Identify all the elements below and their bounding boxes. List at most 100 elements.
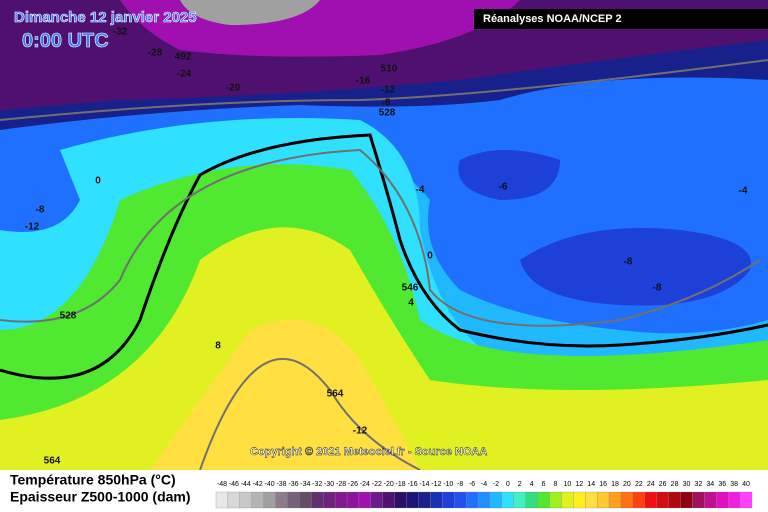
scale-swatch <box>597 491 610 509</box>
scale-swatch <box>537 491 550 509</box>
contour-label: -20 <box>226 83 241 94</box>
scale-swatch <box>668 491 681 509</box>
scale-label: 6 <box>542 481 546 488</box>
scale-label: -34 <box>300 481 310 488</box>
contour-label: 4 <box>408 298 414 309</box>
contour-label: -28 <box>148 48 163 59</box>
scale-label: -30 <box>324 481 334 488</box>
arctic-core-grey <box>180 0 320 25</box>
scale-label: 8 <box>554 481 558 488</box>
scale-swatch <box>573 491 586 509</box>
contour-label: -12 <box>353 426 368 437</box>
scale-label: 10 <box>563 481 571 488</box>
scale-swatch <box>323 491 336 509</box>
scale-swatch <box>430 491 443 509</box>
scale-swatch <box>275 491 288 509</box>
thickness-lines <box>0 59 768 471</box>
scale-swatch <box>549 491 562 509</box>
scale-label: -48 <box>217 481 227 488</box>
scale-label: 24 <box>647 481 655 488</box>
contour-label: -24 <box>177 69 192 80</box>
scale-label: 38 <box>730 481 738 488</box>
scale-label: 14 <box>587 481 595 488</box>
scale-label: 12 <box>575 481 583 488</box>
scale-swatch <box>227 491 240 509</box>
scale-swatch <box>513 491 526 509</box>
scale-label: -16 <box>407 481 417 488</box>
scale-swatch <box>287 491 300 509</box>
source: Réanalyses NOAA/NCEP 2 <box>483 13 622 25</box>
scale-label: -36 <box>288 481 298 488</box>
scale-label: 18 <box>611 481 619 488</box>
scale-swatch <box>561 491 574 509</box>
scale-swatch <box>608 491 622 509</box>
scale-swatch <box>382 491 395 509</box>
scale-label: 28 <box>671 481 679 488</box>
scale-label: -38 <box>276 481 286 488</box>
contour-label: -8 <box>382 98 391 109</box>
scale-label: -4 <box>481 481 487 488</box>
scale-label: 26 <box>659 481 667 488</box>
legend-thickness: Epaisseur Z500-1000 (dam) <box>10 489 191 505</box>
scale-swatch <box>644 491 657 509</box>
scale-label: -26 <box>348 481 358 488</box>
scale-swatch <box>358 491 371 509</box>
date: Dimanche 12 janvier 2025 <box>14 9 197 26</box>
scale-label: -32 <box>312 481 322 488</box>
scale-swatch <box>299 491 312 509</box>
source-banner <box>474 9 768 29</box>
scale-swatch <box>334 491 348 509</box>
scale-swatch <box>656 491 669 509</box>
contour-label: 528 <box>60 311 77 322</box>
contour-label: -32 <box>113 27 128 38</box>
scale-label: 40 <box>742 481 750 488</box>
scale-swatch <box>465 491 479 509</box>
scale-label: -2 <box>493 481 499 488</box>
scale-label: -18 <box>396 481 406 488</box>
scale-swatch <box>620 491 634 509</box>
scale-label: -14 <box>419 481 429 488</box>
contour-label: 564 <box>327 389 344 400</box>
scale-swatch <box>477 491 491 509</box>
scale-swatch <box>692 491 705 509</box>
scale-swatch <box>525 491 538 509</box>
scale-label: 0 <box>506 481 510 488</box>
scale-swatch <box>680 491 693 509</box>
scale-swatch <box>251 491 264 509</box>
scale-swatch <box>346 491 360 509</box>
scale-swatch <box>632 491 645 509</box>
scale-swatch <box>394 491 407 509</box>
scale-swatch <box>370 491 383 509</box>
contour-label: -16 <box>356 76 371 87</box>
scale-swatch <box>311 491 324 509</box>
scale-swatch <box>418 491 431 509</box>
contour-label: -4 <box>416 185 425 196</box>
contour-label: -8 <box>653 283 662 294</box>
contour-label: -8 <box>36 205 45 216</box>
zero-isotherm <box>0 133 768 380</box>
contour-label: 546 <box>402 283 419 294</box>
scale-label: 16 <box>599 481 607 488</box>
contour-label: -12 <box>381 85 396 96</box>
contour-label: 0 <box>427 251 433 262</box>
scale-label: 32 <box>695 481 703 488</box>
contour-label: -6 <box>499 182 508 193</box>
scale-label: 36 <box>718 481 726 488</box>
scale-label: -10 <box>443 481 453 488</box>
contour-label: 528 <box>379 108 396 119</box>
scale-label: -8 <box>457 481 463 488</box>
contour-label: 492 <box>175 52 192 63</box>
contour-label: 510 <box>381 64 398 75</box>
scale-label: -40 <box>265 481 275 488</box>
scale-swatch <box>442 491 455 509</box>
scale-label: -24 <box>360 481 370 488</box>
scale-label: 34 <box>706 481 714 488</box>
scale-swatch <box>263 491 276 509</box>
copyright: Copyright © 2021 Meteociel.fr - Source N… <box>250 446 487 458</box>
scale-swatch <box>454 491 467 509</box>
time: 0:00 UTC <box>22 30 109 52</box>
scale-swatch <box>716 491 729 509</box>
scale-label: 2 <box>518 481 522 488</box>
scale-label: 22 <box>635 481 643 488</box>
contour-label: 0 <box>95 176 101 187</box>
